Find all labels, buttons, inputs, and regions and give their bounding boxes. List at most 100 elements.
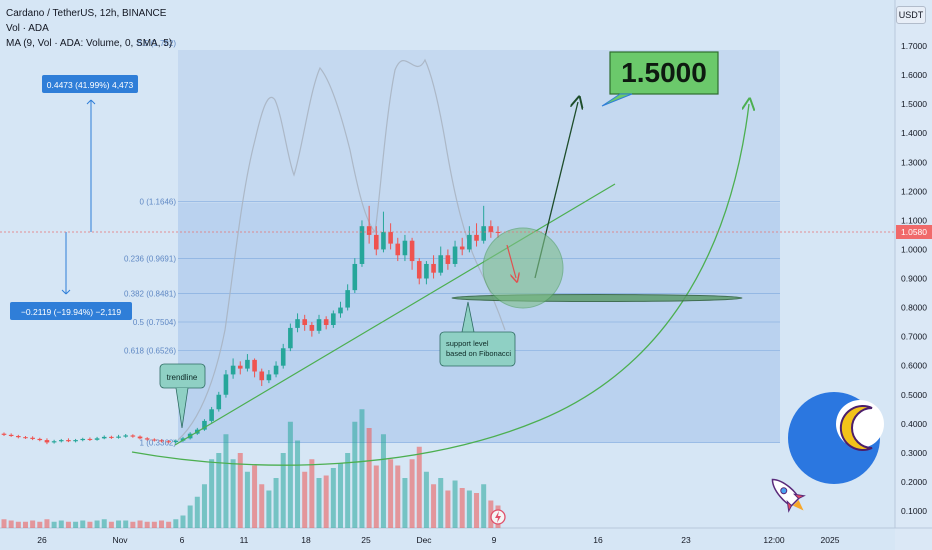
- volume-bar: [488, 500, 494, 528]
- volume-bar: [295, 440, 301, 528]
- price-tick-label: 0.1000: [901, 506, 927, 516]
- volume-bar: [51, 521, 57, 528]
- pullback-arrow: [506, 244, 516, 278]
- measure-down[interactable]: −0.2119 (−19.94%) −2,119: [10, 232, 132, 320]
- price-tick-label: 0.3000: [901, 448, 927, 458]
- volume-bar: [94, 520, 100, 528]
- volume-bar: [280, 453, 286, 528]
- fib-retracement-zone[interactable]: [178, 203, 780, 443]
- candle-body: [338, 307, 343, 314]
- measure-up-arrowhead-right: [90, 99, 96, 105]
- volume-bar: [201, 484, 207, 528]
- candle-body: [352, 263, 358, 291]
- candle-body: [51, 441, 57, 443]
- time-tick-label: 16: [593, 535, 603, 545]
- candle-body: [237, 365, 243, 369]
- price-tick-label: 1.3000: [901, 157, 927, 167]
- candle-body: [137, 436, 143, 439]
- trendline[interactable]: [174, 183, 616, 446]
- candle-body: [488, 226, 494, 232]
- fib-top-label: 0.5 (1.782): [137, 39, 176, 48]
- candle-body: [395, 243, 401, 256]
- volume-bar: [380, 434, 386, 528]
- time-tick-label: 2025: [821, 535, 840, 545]
- price-tick-label: 0.5000: [901, 390, 927, 400]
- symbol-title[interactable]: Cardano / TetherUS, 12h, BINANCE: [6, 8, 167, 19]
- volume-bar: [223, 434, 229, 528]
- trendline-callout-text: trendline: [167, 373, 198, 382]
- candle-body: [1, 433, 7, 435]
- candle-body: [495, 232, 501, 233]
- time-tick-label: 9: [492, 535, 497, 545]
- measure-up-box: [42, 75, 138, 93]
- support-callout[interactable]: support level based on Fibonacci: [439, 301, 516, 367]
- support-callout-box: [439, 331, 516, 367]
- target-label: 1.5000: [621, 57, 707, 88]
- price-tick-label: 1.1000: [901, 215, 927, 225]
- measure-up[interactable]: 0.4473 (41.99%) 4,473: [42, 75, 138, 232]
- volume-bar: [466, 490, 472, 528]
- candle-body: [323, 319, 329, 325]
- candle-body: [180, 438, 186, 441]
- volume-bar: [423, 471, 429, 528]
- rocket-fin-right: [792, 493, 806, 500]
- candle-body: [402, 240, 408, 256]
- candle-body: [166, 441, 171, 443]
- moon-rocket-logo: [771, 392, 884, 513]
- candle-body: [345, 290, 350, 308]
- rocket-window: [780, 487, 788, 495]
- candle-body: [66, 440, 71, 442]
- volume-bar: [416, 446, 422, 528]
- volume-bar: [151, 521, 157, 528]
- volume-bar: [431, 484, 437, 528]
- time-tick-label: 23: [681, 535, 691, 545]
- price-axis[interactable]: [895, 0, 932, 550]
- candle-body: [409, 240, 415, 262]
- target-box: [609, 51, 719, 95]
- candle-body: [381, 232, 386, 250]
- volume-bar: [209, 459, 215, 528]
- trendline-callout[interactable]: trendline: [159, 363, 206, 429]
- price-tick-label: 1.7000: [901, 41, 927, 51]
- candle-body: [266, 374, 272, 381]
- volume-bar: [144, 521, 150, 528]
- measure-up-arrowhead-left: [86, 99, 92, 105]
- price-ticks: 1.7000 1.6000 1.5000 1.4000 1.3000 1.2000 1.10…: [901, 41, 927, 516]
- fib-level-label: 1 (0.3362): [140, 438, 177, 447]
- fib-level-label: 0.236 (0.9691): [124, 254, 176, 263]
- trendline-callout-pointer: [175, 387, 189, 429]
- fib-level-label: 0.382 (0.8481): [124, 290, 176, 299]
- volume-bar: [73, 521, 79, 528]
- candle-body: [438, 255, 444, 273]
- measure-down-arrowhead-right: [65, 289, 71, 295]
- candle-body: [80, 438, 86, 441]
- volume-bar: [123, 520, 129, 528]
- target-callout[interactable]: 1.5000: [601, 51, 719, 107]
- lightning-icon-bolt: [495, 511, 501, 523]
- rocket-flame: [792, 499, 804, 511]
- candle-body: [223, 374, 229, 395]
- volume-bar: [80, 520, 86, 528]
- volume-indicator-label[interactable]: Vol · ADA: [6, 23, 49, 34]
- volume-bar: [180, 515, 186, 528]
- currency-button[interactable]: USDT: [896, 6, 926, 24]
- candle-body: [388, 232, 393, 244]
- volume-bar: [187, 505, 193, 528]
- lightning-icon[interactable]: [490, 509, 506, 525]
- volume-bar: [287, 421, 293, 528]
- candle-body: [280, 348, 286, 366]
- volume-bar: [409, 459, 415, 528]
- candle-body: [445, 255, 451, 264]
- candle-body: [8, 434, 14, 437]
- time-tick-label: 6: [180, 535, 185, 545]
- highlight-circle[interactable]: [482, 227, 564, 309]
- candle-body: [123, 435, 129, 437]
- candle-body: [359, 226, 365, 264]
- candle-body: [116, 436, 121, 438]
- rocket-fin-left: [786, 499, 793, 513]
- projection-curve[interactable]: [131, 104, 749, 466]
- volume-bar: [37, 521, 43, 528]
- volume-bar: [302, 471, 308, 528]
- ma-indicator-label[interactable]: MA (9, Vol · ADA: Volume, 0, SMA, 5): [6, 38, 173, 49]
